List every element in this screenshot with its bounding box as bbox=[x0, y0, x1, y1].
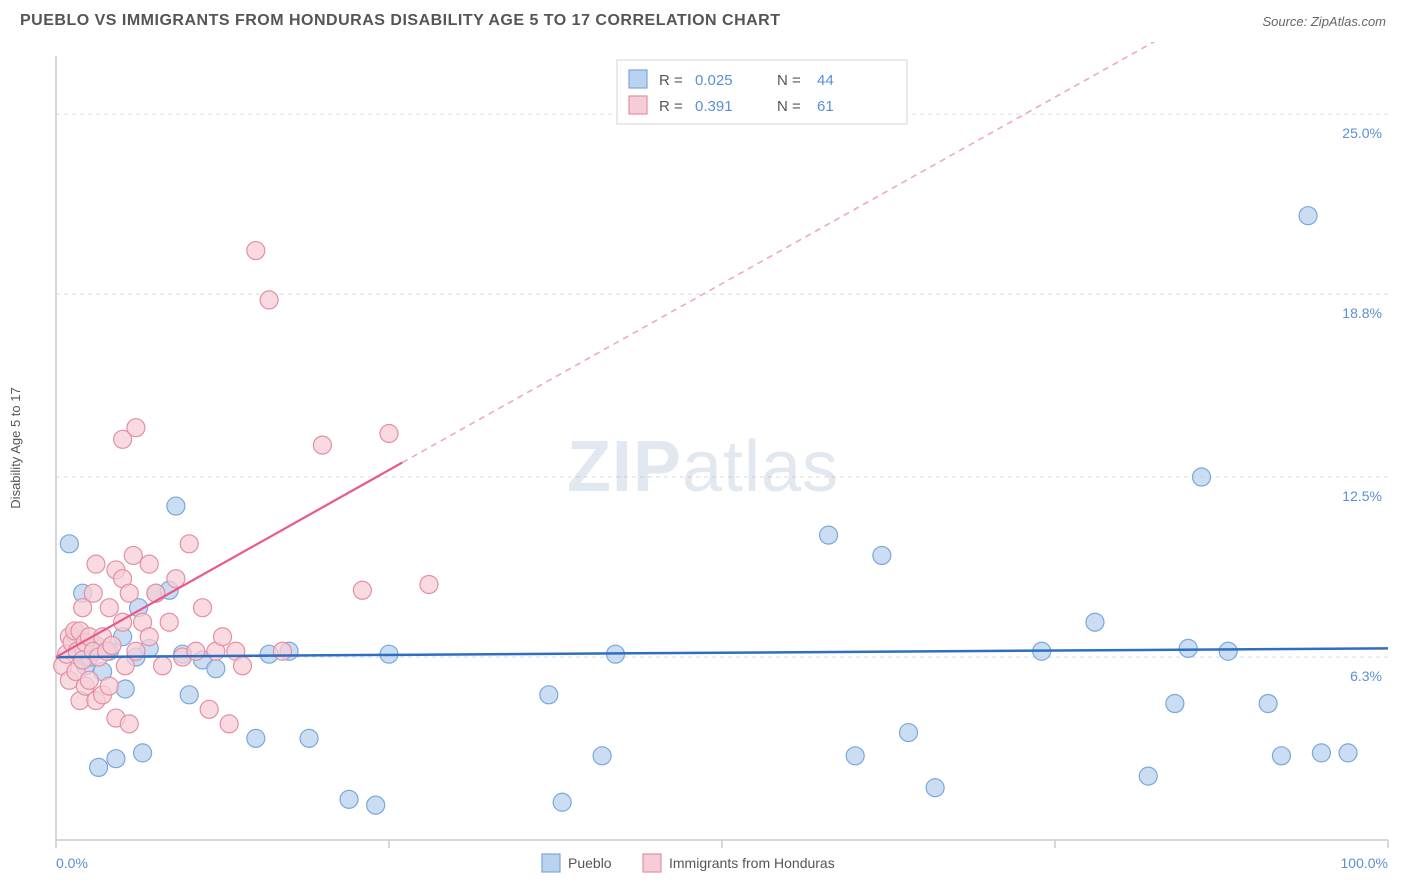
data-point bbox=[100, 599, 118, 617]
legend-swatch bbox=[629, 70, 647, 88]
footer-legend-label: Pueblo bbox=[568, 855, 612, 871]
data-point bbox=[1272, 747, 1290, 765]
y-tick-label: 12.5% bbox=[1342, 488, 1382, 504]
data-point bbox=[899, 724, 917, 742]
x-max-label: 100.0% bbox=[1341, 855, 1388, 871]
data-point bbox=[207, 660, 225, 678]
data-point bbox=[873, 546, 891, 564]
legend-r-label: R = bbox=[659, 72, 683, 89]
data-point bbox=[87, 555, 105, 573]
data-point bbox=[103, 636, 121, 654]
data-point bbox=[107, 750, 125, 768]
legend-r-value: 0.391 bbox=[695, 98, 733, 115]
data-point bbox=[340, 790, 358, 808]
data-point bbox=[1179, 639, 1197, 657]
data-point bbox=[60, 535, 78, 553]
chart-title: PUEBLO VS IMMIGRANTS FROM HONDURAS DISAB… bbox=[20, 12, 781, 30]
legend-r-value: 0.025 bbox=[695, 72, 733, 89]
data-point bbox=[80, 671, 98, 689]
data-point bbox=[1259, 695, 1277, 713]
data-point bbox=[1339, 744, 1357, 762]
data-point bbox=[154, 657, 172, 675]
x-min-label: 0.0% bbox=[56, 855, 88, 871]
data-point bbox=[180, 686, 198, 704]
data-point bbox=[120, 584, 138, 602]
data-point bbox=[120, 715, 138, 733]
data-point bbox=[1312, 744, 1330, 762]
legend-n-value: 44 bbox=[817, 72, 834, 89]
data-point bbox=[187, 642, 205, 660]
y-axis-label: Disability Age 5 to 17 bbox=[8, 387, 23, 508]
y-tick-label: 18.8% bbox=[1342, 305, 1382, 321]
data-point bbox=[926, 779, 944, 797]
footer-legend-label: Immigrants from Honduras bbox=[669, 855, 835, 871]
legend-n-label: N = bbox=[777, 98, 801, 115]
y-tick-label: 25.0% bbox=[1342, 125, 1382, 141]
data-point bbox=[90, 758, 108, 776]
data-point bbox=[134, 744, 152, 762]
data-point bbox=[1086, 613, 1104, 631]
data-point bbox=[273, 642, 291, 660]
data-point bbox=[553, 793, 571, 811]
data-point bbox=[1193, 468, 1211, 486]
data-point bbox=[1299, 207, 1317, 225]
data-point bbox=[233, 657, 251, 675]
legend-swatch bbox=[629, 96, 647, 114]
legend-n-value: 61 bbox=[817, 98, 834, 115]
data-point bbox=[140, 555, 158, 573]
y-tick-label: 6.3% bbox=[1350, 668, 1382, 684]
data-point bbox=[380, 424, 398, 442]
data-point bbox=[540, 686, 558, 704]
data-point bbox=[124, 546, 142, 564]
data-point bbox=[140, 628, 158, 646]
footer-legend-swatch bbox=[542, 854, 560, 872]
footer-legend-swatch bbox=[643, 854, 661, 872]
data-point bbox=[820, 526, 838, 544]
data-point bbox=[1166, 695, 1184, 713]
data-point bbox=[260, 291, 278, 309]
data-point bbox=[1219, 642, 1237, 660]
data-point bbox=[147, 584, 165, 602]
data-point bbox=[100, 677, 118, 695]
data-point bbox=[180, 535, 198, 553]
data-point bbox=[127, 419, 145, 437]
data-point bbox=[200, 700, 218, 718]
legend-r-label: R = bbox=[659, 98, 683, 115]
chart-container: 6.3% 12.5% 18.8% 25.0% 0.0% 100.0% Disability … bbox=[0, 42, 1406, 892]
data-point bbox=[300, 729, 318, 747]
data-point bbox=[116, 680, 134, 698]
data-point bbox=[247, 729, 265, 747]
data-point bbox=[1139, 767, 1157, 785]
data-point bbox=[247, 242, 265, 260]
data-point bbox=[167, 497, 185, 515]
data-point bbox=[353, 581, 371, 599]
data-point bbox=[367, 796, 385, 814]
data-point bbox=[313, 436, 331, 454]
trend-line-solid bbox=[56, 463, 402, 658]
data-point bbox=[220, 715, 238, 733]
correlation-scatter-chart: 6.3% 12.5% 18.8% 25.0% 0.0% 100.0% Disability … bbox=[0, 42, 1406, 892]
data-point bbox=[194, 599, 212, 617]
data-point bbox=[593, 747, 611, 765]
data-point bbox=[420, 575, 438, 593]
data-point bbox=[160, 613, 178, 631]
source-attribution: Source: ZipAtlas.com bbox=[1262, 14, 1386, 29]
data-point bbox=[84, 584, 102, 602]
legend-n-label: N = bbox=[777, 72, 801, 89]
data-point bbox=[846, 747, 864, 765]
data-point bbox=[214, 628, 232, 646]
